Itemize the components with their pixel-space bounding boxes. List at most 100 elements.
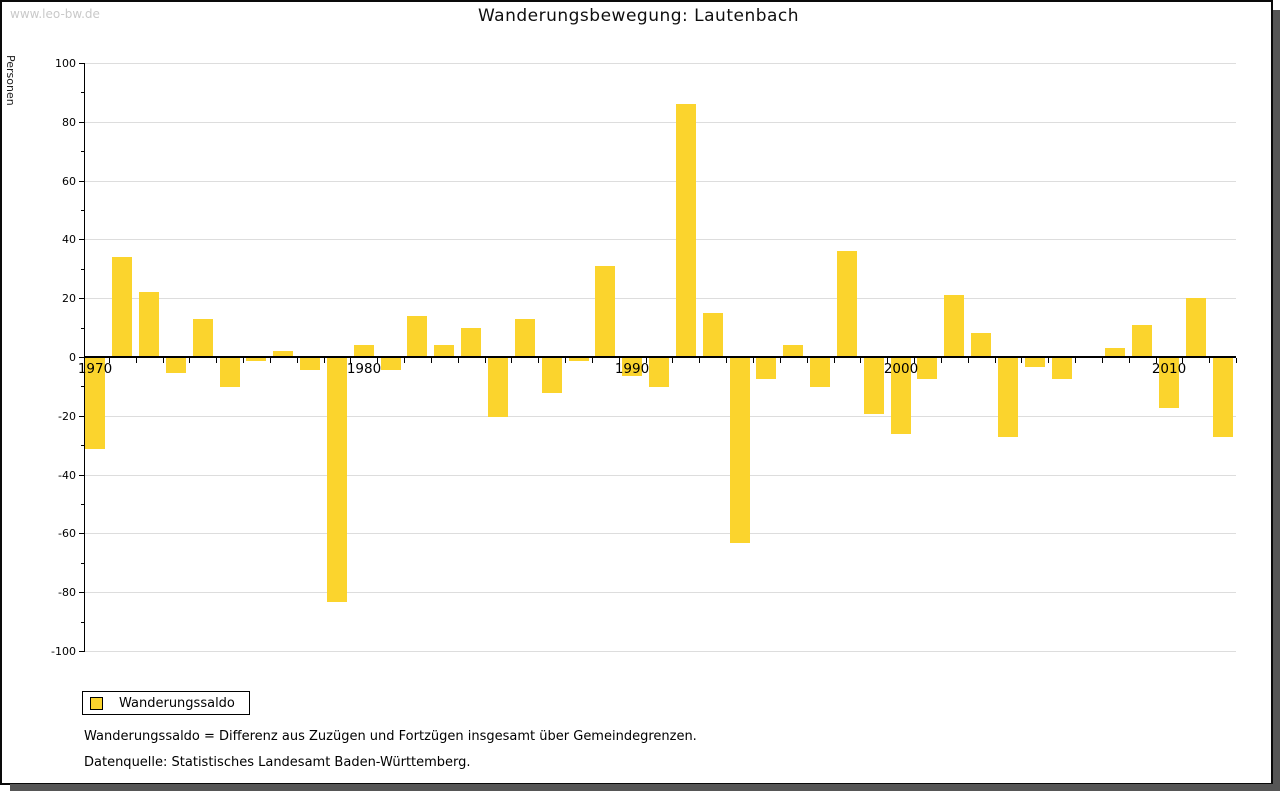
x-tick-9 [324, 358, 325, 363]
y-tick-label-100: 100 [55, 57, 76, 70]
y-tick-label-40: 40 [62, 233, 76, 246]
footnote-source: Datenquelle: Statistisches Landesamt Bad… [84, 755, 471, 770]
bar-1998 [837, 251, 857, 357]
x-tick-11 [377, 358, 378, 363]
x-tick-12 [404, 358, 405, 363]
bar-1995 [756, 358, 776, 379]
frame-shadow-right [1273, 10, 1280, 791]
x-tick-21 [646, 358, 647, 363]
y-tick-label--40: -40 [58, 469, 76, 482]
y-tick-70 [81, 151, 84, 152]
x-tick-35 [1021, 358, 1022, 363]
x-tick-30 [887, 358, 888, 363]
x-tick-32 [941, 358, 942, 363]
x-tick-20 [619, 358, 620, 363]
y-tick--100 [79, 651, 84, 652]
y-tick-40 [79, 239, 84, 240]
bar-1981 [381, 358, 401, 370]
x-tick-8 [297, 358, 298, 363]
bar-1987 [542, 358, 562, 393]
x-tick-15 [485, 358, 486, 363]
x-tick-14 [458, 358, 459, 363]
bar-2001 [917, 358, 937, 379]
y-axis-title: Personen [4, 55, 17, 106]
bar-2012 [1213, 358, 1233, 437]
y-tick--20 [79, 416, 84, 417]
bar-2002 [944, 295, 964, 357]
y-tick--30 [81, 445, 84, 446]
gridline-100 [85, 63, 1236, 64]
x-tick-40 [1156, 358, 1157, 363]
x-tick-43 [1236, 358, 1237, 363]
footnote-definition: Wanderungssaldo = Differenz aus Zuzügen … [84, 729, 697, 744]
bar-1992 [676, 104, 696, 357]
x-tick-10 [350, 358, 351, 363]
gridline-20 [85, 298, 1236, 299]
y-tick-90 [81, 92, 84, 93]
bar-1991 [649, 358, 669, 387]
y-tick--90 [81, 622, 84, 623]
x-tick-18 [565, 358, 566, 363]
x-tick-27 [807, 358, 808, 363]
bar-1989 [595, 266, 615, 357]
x-tick-13 [431, 358, 432, 363]
y-tick-label-20: 20 [62, 292, 76, 305]
y-tick-label-60: 60 [62, 175, 76, 188]
gridline--60 [85, 533, 1236, 534]
y-tick--50 [81, 504, 84, 505]
y-tick-0 [79, 357, 84, 358]
legend-label: Wanderungssaldo [119, 695, 235, 711]
y-tick--60 [79, 533, 84, 534]
gridline-60 [85, 181, 1236, 182]
x-tick-25 [753, 358, 754, 363]
x-tick-3 [163, 358, 164, 363]
bar-2000 [891, 358, 911, 434]
bar-1979 [327, 358, 347, 602]
x-tick-39 [1129, 358, 1130, 363]
x-tick-7 [270, 358, 271, 363]
x-tick-26 [780, 358, 781, 363]
plot-area: 100 80 60 40 20 0 -20 -40 -60 -80 -100 1970 1980 1990… [51, 57, 1237, 658]
x-axis-label-1990: 1990 [614, 361, 650, 377]
y-tick-20 [79, 298, 84, 299]
x-axis-line [84, 356, 1236, 358]
x-tick-16 [511, 358, 512, 363]
bar-1976 [246, 358, 266, 361]
bar-1996 [783, 345, 803, 357]
y-tick-30 [81, 269, 84, 270]
bar-1978 [300, 358, 320, 370]
bar-1984 [461, 328, 481, 357]
bar-2009 [1132, 325, 1152, 357]
x-tick-34 [995, 358, 996, 363]
y-tick-label-0: 0 [69, 351, 76, 364]
y-tick--70 [81, 563, 84, 564]
bar-2010 [1159, 358, 1179, 408]
bar-1977 [273, 351, 293, 357]
y-tick-label--60: -60 [58, 527, 76, 540]
bar-1980 [354, 345, 374, 357]
chart-title: Wanderungsbewegung: Lautenbach [477, 6, 800, 26]
bar-1988 [569, 358, 589, 361]
x-tick-38 [1102, 358, 1103, 363]
x-tick-28 [834, 358, 835, 363]
watermark: www.leo-bw.de [10, 7, 100, 21]
x-axis-label-2000: 2000 [883, 361, 919, 377]
x-axis-label-1980: 1980 [346, 361, 382, 377]
y-tick-100 [79, 63, 84, 64]
x-tick-31 [914, 358, 915, 363]
x-tick-42 [1209, 358, 1210, 363]
bar-1974 [193, 319, 213, 357]
y-tick--40 [79, 475, 84, 476]
y-tick--10 [81, 386, 84, 387]
bar-2004 [998, 358, 1018, 437]
x-tick-22 [672, 358, 673, 363]
gridline--80 [85, 592, 1236, 593]
y-tick-label--100: -100 [51, 645, 76, 658]
bar-1985 [488, 358, 508, 417]
bar-2011 [1186, 298, 1206, 357]
x-tick-36 [1048, 358, 1049, 363]
bar-1986 [515, 319, 535, 357]
bar-1997 [810, 358, 830, 387]
bar-1971 [112, 257, 132, 357]
